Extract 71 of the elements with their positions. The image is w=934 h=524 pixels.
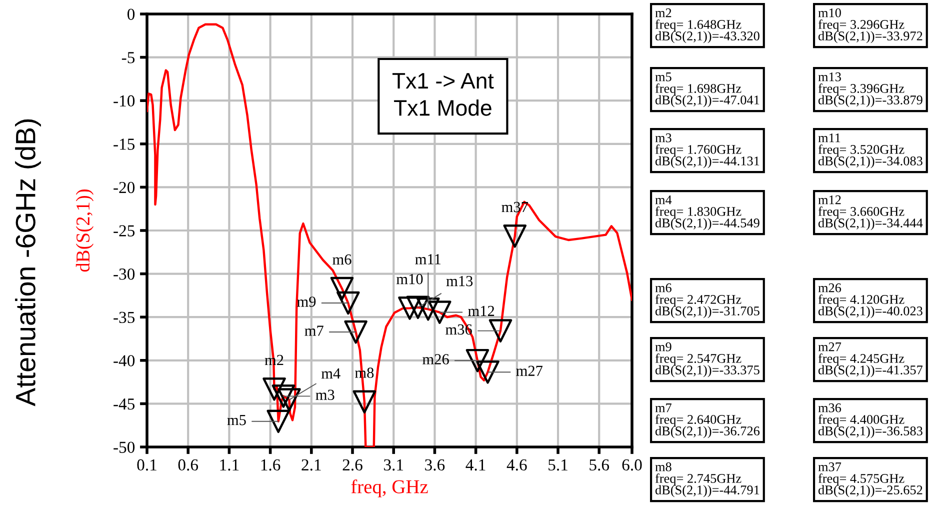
point <box>488 319 512 342</box>
text: m36 freq= 4.400GHz dB(S(2,1))=-36.583 <box>818 403 922 438</box>
text: m7 freq= 2.640GHz dB(S(2,1))=-36.726 <box>655 404 760 438</box>
y-tick-label: -10 <box>114 95 135 107</box>
annotation: m11 <box>415 254 441 264</box>
y-tick-label: -15 <box>114 138 135 150</box>
text: m37 freq= 4.575GHz dB(S(2,1))=-25.652 <box>818 462 922 498</box>
text: Attenuation -6GHz (dB) <box>15 119 41 406</box>
x-tick-label: 4.6 <box>506 459 527 471</box>
text: m27 freq= 4.245GHz dB(S(2,1))=-41.357 <box>818 342 923 378</box>
annotation: m3 <box>316 390 334 400</box>
y-tick-label: -50 <box>114 442 135 453</box>
y-tick-label: 0 <box>127 8 135 20</box>
point <box>398 296 422 320</box>
point <box>352 390 376 414</box>
annotation: m6 <box>332 254 352 265</box>
annotation: m5 <box>227 415 246 426</box>
annotation: m10 <box>396 274 423 284</box>
point <box>336 291 360 315</box>
text: m6 freq= 2.472GHz dB(S(2,1))=-31.705 <box>655 283 760 318</box>
x-axis-title: freq, GHz <box>351 479 428 498</box>
x-tick-label: 5.6 <box>590 459 610 471</box>
point <box>344 320 368 344</box>
x-tick-label: 0.6 <box>178 459 198 471</box>
y-tick-label: -20 <box>114 182 135 194</box>
point <box>428 300 452 324</box>
point <box>476 360 500 384</box>
y-tick-label: -5 <box>122 52 135 64</box>
text: m4 freq= 1.830GHz dB(S(2,1))=-44.549 <box>655 195 760 230</box>
y-tick-label: -35 <box>114 312 135 324</box>
x-tick-label: 2.1 <box>302 459 321 471</box>
y-tick-label: -30 <box>114 268 135 280</box>
x-tick-label: 6.0 <box>622 459 642 471</box>
annotation: m7 <box>304 326 324 336</box>
annotation: m26 <box>422 354 449 364</box>
text: m8 freq= 2.745GHz dB(S(2,1))=-44.791 <box>655 462 760 498</box>
point <box>416 298 440 321</box>
text: m26 freq= 4.120GHz dB(S(2,1))=-40.023 <box>818 283 922 318</box>
text: m11 freq= 3.520GHz dB(S(2,1))=-34.083 <box>818 133 922 168</box>
annotation: m27 <box>516 366 543 376</box>
x-tick-label: 0.1 <box>137 459 156 471</box>
x-tick-label: 3.6 <box>425 459 445 471</box>
point <box>262 378 286 401</box>
x-tick-label: 2.6 <box>342 459 362 471</box>
text: m2 freq= 1.648GHz dB(S(2,1))=-43.320 <box>655 8 760 44</box>
point <box>266 410 290 434</box>
annotation: Tx1 -> Ant Tx1 Mode <box>392 73 494 116</box>
y-tick-label: -25 <box>114 225 135 236</box>
point <box>503 224 526 248</box>
text: m10 freq= 3.296GHz dB(S(2,1))=-33.972 <box>818 8 922 44</box>
y-tick-label: -40 <box>114 355 135 366</box>
x-tick-label: 4.1 <box>466 459 486 471</box>
text: m5 freq= 1.698GHz dB(S(2,1))=-47.041 <box>655 72 760 108</box>
x-tick-label: 3.1 <box>384 459 404 471</box>
annotation: m4 <box>321 368 340 378</box>
x-tick-label: 1.1 <box>220 459 239 471</box>
text: m12 freq= 3.660GHz dB(S(2,1))=-34.444 <box>818 195 923 230</box>
point <box>278 388 301 412</box>
y-tick-label: -45 <box>114 398 135 410</box>
point <box>272 384 296 408</box>
annotation: m13 <box>446 276 473 286</box>
y-axis-title: dB(S(2,1)) <box>76 189 94 272</box>
text: m13 freq= 3.396GHz dB(S(2,1))=-33.879 <box>818 72 922 108</box>
point <box>406 296 430 320</box>
text: m3 freq= 1.760GHz dB(S(2,1))=-44.131 <box>655 133 760 168</box>
annotation: m12 <box>468 306 494 316</box>
point <box>330 276 354 300</box>
x-tick-label: 1.6 <box>261 459 280 471</box>
x-tick-label: 5.1 <box>548 459 568 471</box>
point <box>466 348 490 372</box>
text: m9 freq= 2.547GHz dB(S(2,1))=-33.375 <box>655 342 760 378</box>
